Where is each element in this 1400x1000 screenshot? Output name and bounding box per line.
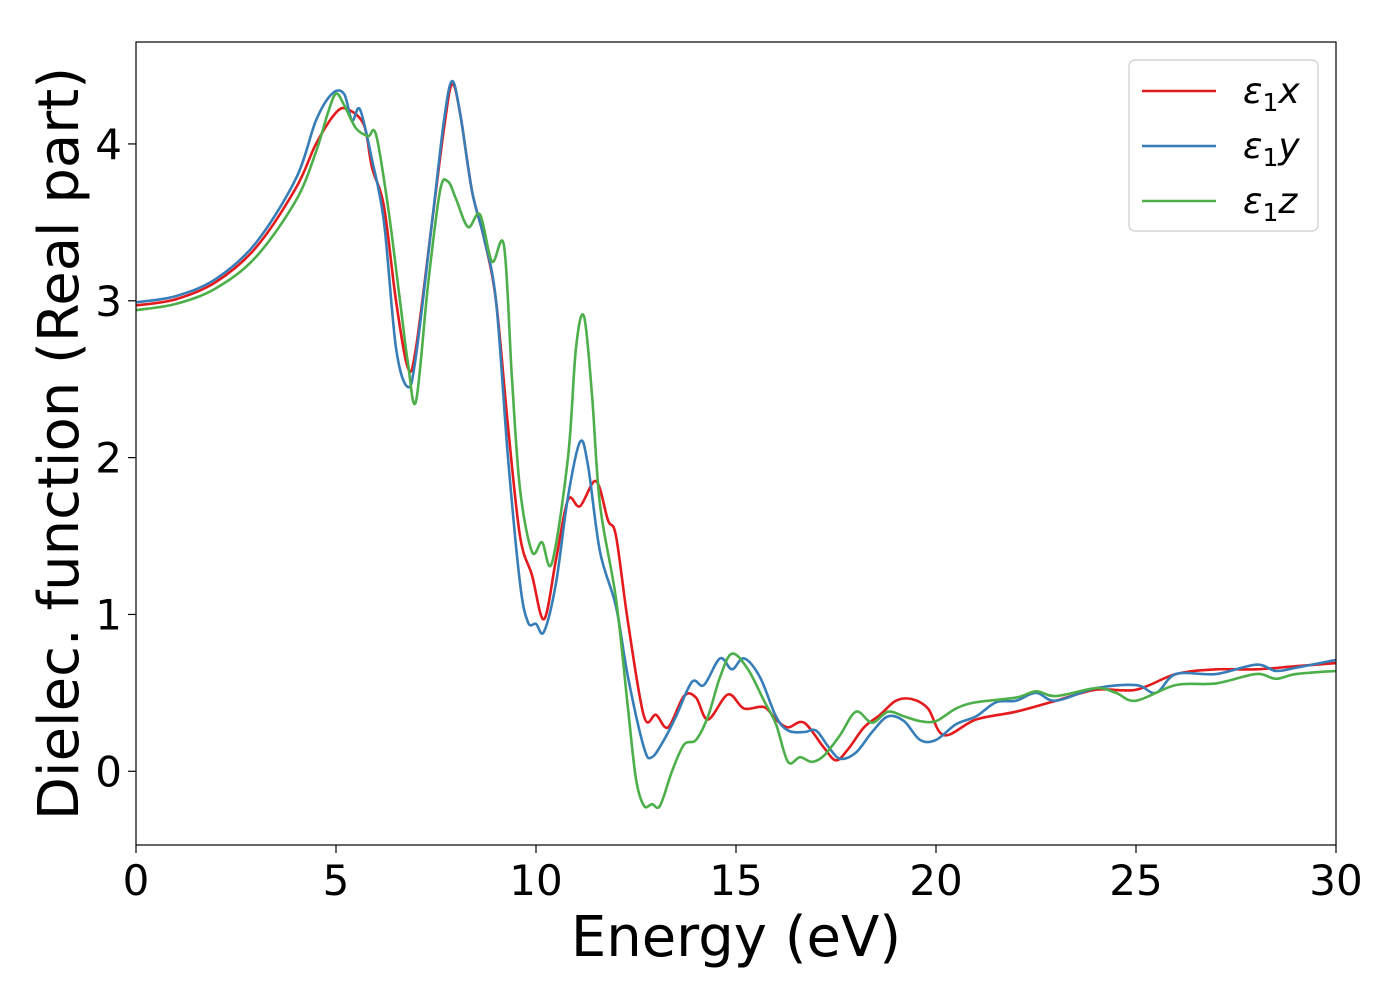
y-tick-label: 1	[95, 590, 122, 639]
legend-label-1: ε1x	[1243, 71, 1300, 117]
series-line-1	[136, 82, 1336, 762]
x-tick-label: 25	[1109, 856, 1162, 905]
series-line-3	[136, 92, 1336, 810]
x-tick-label: 20	[909, 856, 962, 905]
x-tick-label: 0	[123, 856, 150, 905]
x-tick-label: 5	[323, 856, 350, 905]
y-axis: 0 1 2 3 4	[95, 120, 136, 796]
x-tick-label: 10	[509, 856, 562, 905]
legend-label-symbol: ε	[1243, 181, 1262, 222]
y-axis-label: Dielec. function (Real part)	[27, 67, 92, 820]
y-tick-label: 2	[95, 434, 122, 483]
x-axis: 0 5 10 15 20 25 30	[123, 845, 1363, 905]
legend-label-symbol: ε	[1243, 71, 1262, 112]
legend-label-subscript: 1	[1262, 198, 1278, 227]
x-tick-label: 15	[709, 856, 762, 905]
y-tick-label: 4	[95, 120, 122, 169]
legend-label-component: x	[1277, 71, 1300, 112]
y-tick-label: 3	[95, 277, 122, 326]
legend-label-3: ε1z	[1243, 181, 1298, 227]
legend-label-2: ε1y	[1243, 126, 1300, 172]
x-axis-label: Energy (eV)	[571, 905, 901, 970]
legend-label-symbol: ε	[1243, 126, 1262, 167]
legend-label-component: z	[1277, 181, 1298, 222]
series-line-2	[136, 79, 1336, 761]
legend-label-component: y	[1277, 126, 1300, 167]
legend-label-subscript: 1	[1262, 88, 1278, 117]
x-tick-label: 30	[1309, 856, 1362, 905]
legend-box	[1128, 59, 1319, 232]
y-tick-label: 0	[95, 747, 122, 796]
series-group	[136, 79, 1336, 810]
legend-label-subscript: 1	[1262, 143, 1278, 172]
